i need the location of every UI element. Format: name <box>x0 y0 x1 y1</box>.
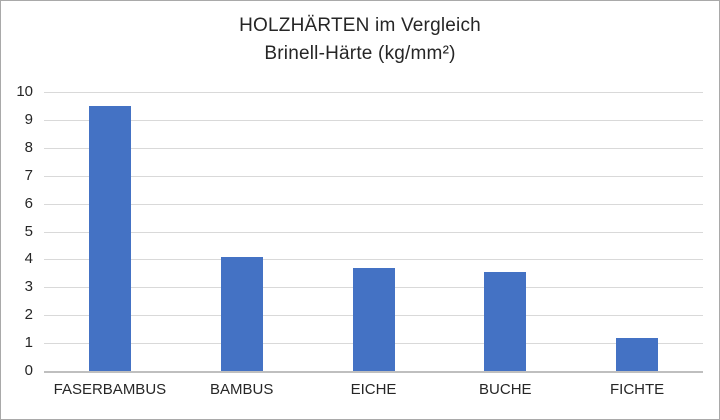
gridline-5 <box>44 231 703 233</box>
gridline-6 <box>44 203 703 205</box>
y-tick-label-0: 0 <box>24 362 33 379</box>
gridline-10 <box>44 92 703 93</box>
gridline-9 <box>44 119 703 121</box>
y-tick-label-7: 7 <box>24 166 33 184</box>
chart-title-line2: Brinell-Härte (kg/mm²) <box>264 43 456 64</box>
chart-title: HOLZHÄRTEN im Vergleich Brinell-Härte (k… <box>1 12 719 68</box>
x-axis-label-fichte: FICHTE <box>610 381 665 398</box>
x-axis-label-eiche: EICHE <box>350 381 397 398</box>
y-tick-label-4: 4 <box>24 250 33 268</box>
y-tick-label-2: 2 <box>24 306 33 324</box>
bar-faserbambus <box>88 105 131 371</box>
bar-buche <box>484 272 527 371</box>
x-axis-label-buche: BUCHE <box>479 381 532 398</box>
bar-fichte <box>616 337 659 371</box>
bar-bambus <box>220 256 263 371</box>
x-axis-label-bambus: BAMBUS <box>210 381 274 398</box>
gridline-7 <box>44 175 703 177</box>
chart-title-line1: HOLZHÄRTEN im Vergleich <box>239 15 481 36</box>
y-tick-label-3: 3 <box>24 278 33 296</box>
y-tick-label-5: 5 <box>24 222 33 240</box>
bar-eiche <box>352 267 395 371</box>
y-tick-label-1: 1 <box>24 334 33 352</box>
plot-area <box>44 92 703 373</box>
x-axis-label-faserbambus: FASERBAMBUS <box>53 381 167 398</box>
gridline-4 <box>44 259 703 261</box>
y-tick-label-9: 9 <box>24 110 33 128</box>
y-tick-label-6: 6 <box>24 194 33 212</box>
y-tick-label-10: 10 <box>16 83 33 100</box>
gridline-8 <box>44 147 703 149</box>
y-tick-label-8: 8 <box>24 138 33 156</box>
